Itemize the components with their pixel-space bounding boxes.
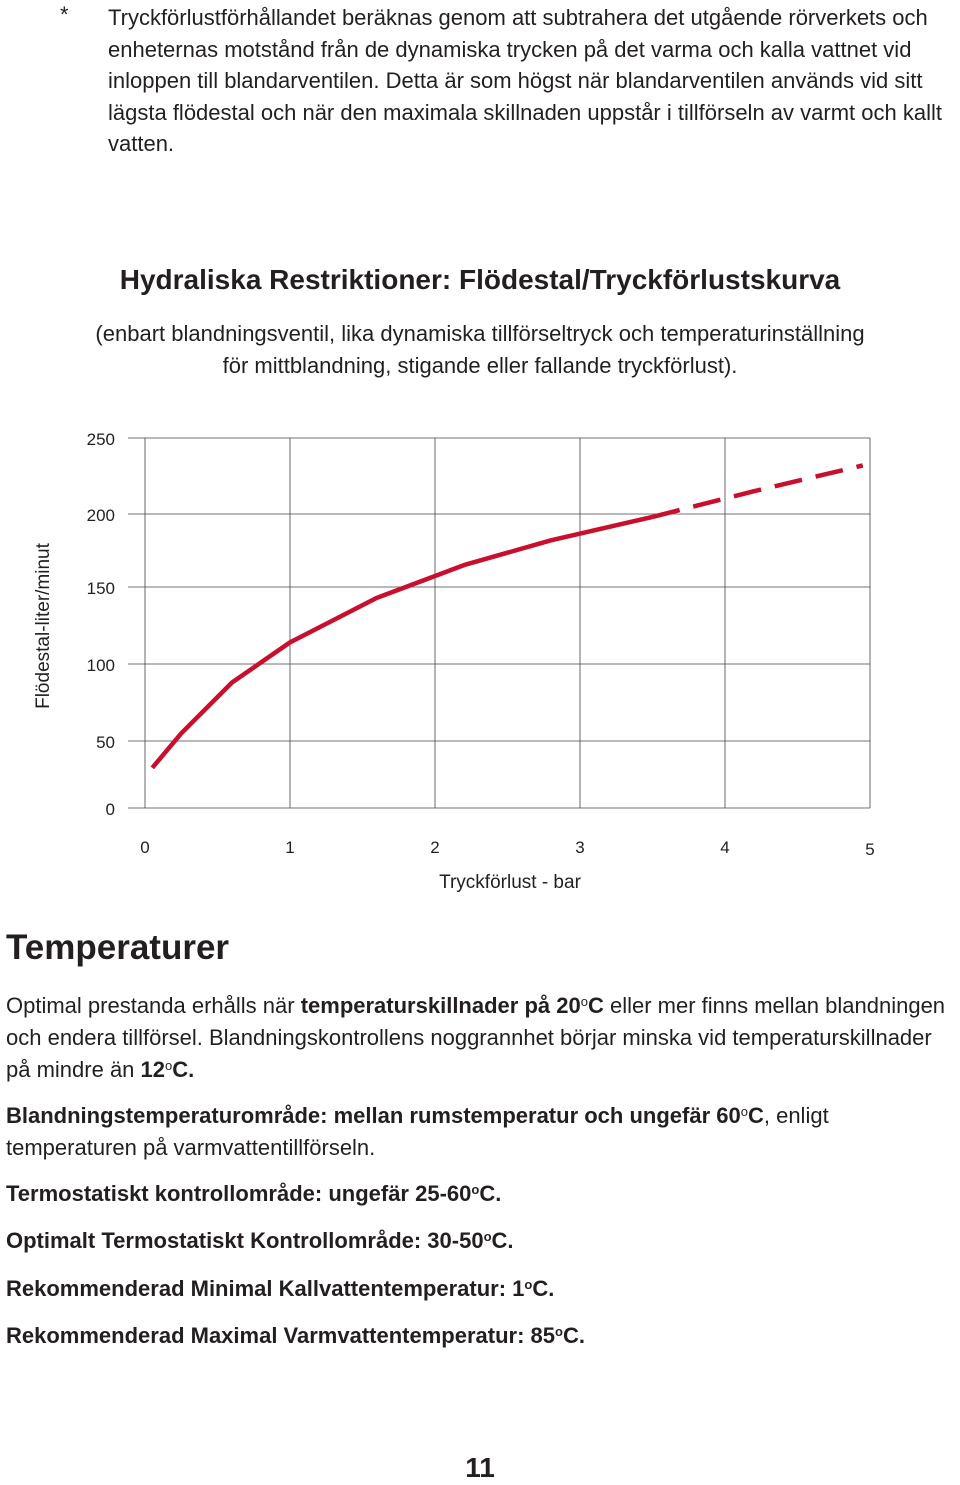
chart-subtitle-line-1: (enbart blandningsventil, lika dynamiska…: [95, 321, 865, 346]
chart-subtitle-line-2: för mittblandning, stigande eller fallan…: [222, 353, 738, 378]
para2-bold-2: C: [747, 1103, 764, 1128]
para1-text-2: eller mer finns mellan blandningen och e…: [6, 993, 946, 1082]
footnote-marker: *: [60, 2, 69, 27]
para1-bold-2: C: [587, 993, 604, 1018]
para1-text-1: Optimal prestanda erhålls när: [6, 993, 301, 1018]
para2-degree: o: [740, 1104, 748, 1119]
paragraph-optimal-performance: Optimal prestanda erhålls när temperatur…: [6, 990, 960, 1086]
spec-label: Optimalt Termostatiskt Kontrollområde: 3…: [6, 1228, 484, 1253]
y-tick-label: 150: [87, 579, 115, 598]
spec-optimal-thermostatic-range: Optimalt Termostatiskt Kontrollområde: 3…: [6, 1225, 960, 1257]
y-tick-label: 100: [87, 656, 115, 675]
x-tick-label: 3: [575, 838, 584, 857]
x-tick-label: 2: [430, 838, 439, 857]
section-heading: Temperaturer: [6, 928, 230, 967]
x-axis-label: Tryckförlust - bar: [439, 872, 581, 893]
y-tick-label: 50: [96, 733, 115, 752]
y-axis-label: Flödestal-liter/minut: [33, 542, 54, 708]
flow-pressure-chart: 0 50 100 150 200 250 0 1 2 3 4 5 Tryckförlust - bar F…: [33, 430, 875, 893]
spec-min-cold-water: Rekommenderad Minimal Kallvattentemperat…: [6, 1273, 960, 1305]
x-tick-label: 1: [285, 838, 294, 857]
degree-sign: o: [483, 1229, 492, 1244]
spec-label: Rekommenderad Minimal Kallvattentemperat…: [6, 1276, 525, 1301]
spec-thermostatic-range: Termostatiskt kontrollområde: ungefär 25…: [6, 1178, 960, 1210]
y-tick-label: 250: [87, 430, 115, 449]
spec-unit: C.: [562, 1323, 585, 1348]
para2-bold-1: Blandningstemperaturområde: mellan rumst…: [6, 1103, 741, 1128]
chart-subtitle: (enbart blandningsventil, lika dynamiska…: [0, 318, 960, 382]
spec-unit: C.: [532, 1276, 555, 1301]
para1-degree-2: o: [165, 1058, 173, 1073]
para2-text-1: , enligt temperaturen på varmvattentillf…: [6, 1103, 829, 1160]
x-tick-label: 4: [720, 838, 729, 857]
page-number: 11: [465, 1452, 495, 1483]
para1-degree-1: o: [580, 994, 588, 1009]
x-tick-label: 0: [140, 838, 149, 857]
degree-sign: o: [524, 1277, 533, 1292]
degree-sign: o: [471, 1182, 480, 1197]
flow-curve: [150, 514, 654, 770]
y-tick-label: 200: [87, 506, 115, 525]
para1-bold-4: C.: [172, 1057, 195, 1082]
y-tick-label: 0: [106, 800, 115, 819]
para1-bold-1: temperaturskillnader på 20: [300, 993, 581, 1018]
degree-sign: o: [555, 1324, 563, 1339]
spec-label: Termostatiskt kontrollområde: ungefär 25…: [6, 1181, 472, 1206]
paragraph-mixing-range: Blandningstemperaturområde: mellan rumst…: [6, 1100, 960, 1164]
para1-bold-3: 12: [140, 1057, 166, 1082]
flow-curve-extrapolated: [651, 463, 864, 520]
footnote-text: Tryckförlustförhållandet beräknas genom …: [108, 5, 942, 156]
spec-unit: C.: [479, 1181, 502, 1206]
chart-title: Hydraliska Restriktioner: Flödestal/Tryc…: [119, 264, 841, 295]
spec-max-hot-water: Rekommenderad Maximal Varmvattentemperat…: [6, 1320, 960, 1352]
spec-label: Rekommenderad Maximal Varmvattentemperat…: [6, 1323, 555, 1348]
spec-unit: C.: [491, 1228, 514, 1253]
x-tick-label: 5: [865, 840, 874, 859]
